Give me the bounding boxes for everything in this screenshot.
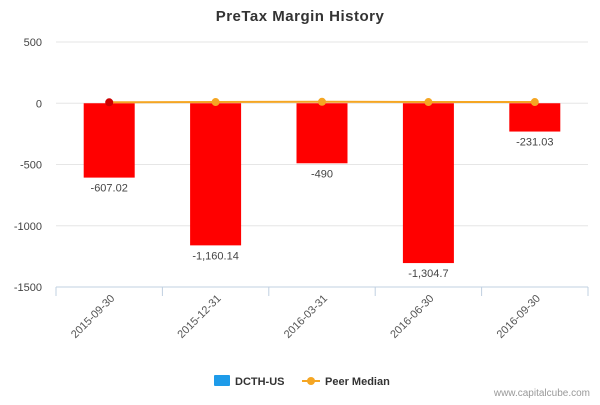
legend-swatch-dcth [214,375,230,386]
legend-label-peer-median: Peer Median [325,376,390,388]
bar [403,103,454,263]
bar-series [84,103,561,263]
x-tick-label: 2016-09-30 [495,293,543,341]
legend-label-dcth: DCTH-US [235,376,285,388]
y-tick-label: 500 [24,37,42,49]
data-label: -490 [311,168,333,180]
y-tick-label: -1000 [14,221,42,233]
peer-median-point [424,98,432,106]
source-credit: www.capitalcube.com [493,388,590,399]
x-axis: 2015-09-30 2015-12-31 2016-03-31 2016-06-30… [56,287,588,341]
peer-median-point [318,98,326,106]
x-tick-label: 2016-06-30 [388,293,436,341]
y-tick-label: -1500 [14,282,42,294]
x-tick-label: 2015-12-31 [175,293,223,341]
bar [84,103,135,177]
data-label: -1,160.14 [192,250,238,262]
data-label: -231.03 [516,137,553,149]
legend: DCTH-US Peer Median [214,375,390,388]
peer-median-point [105,98,113,106]
data-label: -607.02 [91,183,128,195]
peer-median-point [212,98,220,106]
peer-median-series [105,98,539,106]
bar [190,103,241,245]
peer-median-point [531,98,539,106]
y-tick-label: -500 [20,160,42,172]
y-axis-tick-labels: 500 0 -500 -1000 -1500 [14,37,42,294]
bar [509,103,560,131]
chart-title: PreTax Margin History [216,8,385,25]
legend-marker-peer-median [307,377,315,385]
y-tick-label: 0 [36,98,42,110]
x-tick-label: 2015-09-30 [69,293,117,341]
bar [297,103,348,163]
x-tick-label: 2016-03-31 [282,293,330,341]
data-label: -1,304.7 [408,268,448,280]
